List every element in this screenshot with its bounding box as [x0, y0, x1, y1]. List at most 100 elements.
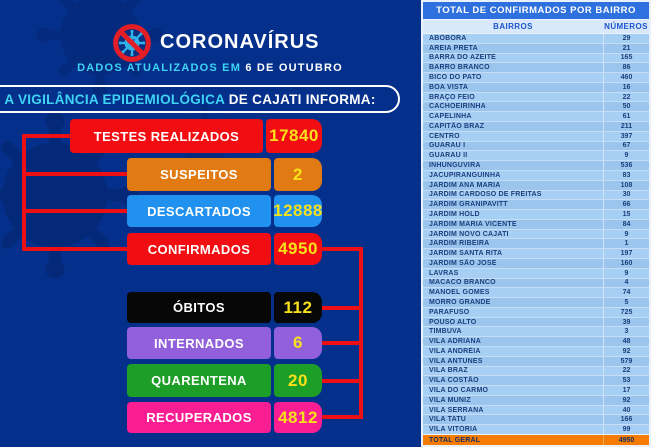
- bairro-count: 39: [603, 317, 649, 327]
- table-row: JARDIM RIBEIRA 1: [423, 238, 649, 249]
- coronavirus-no-entry-icon: [112, 23, 152, 63]
- banner-highlight: A VIGILÂNCIA EPIDEMIOLÓGICA: [4, 91, 225, 107]
- bairro-count: 40: [603, 405, 649, 415]
- stat-suspeitos: SUSPEITOS 2: [127, 158, 322, 191]
- bairro-count: 1: [603, 239, 649, 249]
- bairro-name: JARDIM CARDOSO DE FREITAS: [429, 191, 542, 199]
- bairro-name: VILA MUNIZ: [429, 396, 471, 404]
- table-body: ABÓBORA 29 AREIA PRETA 21 BARRA DO AZEIT…: [423, 34, 649, 435]
- bairro-count: 197: [603, 249, 649, 258]
- bairro-name: GUARAÚ II: [429, 152, 468, 160]
- stat-value: 17840: [266, 119, 322, 153]
- table-row: BRAÇO FEIO 22: [423, 91, 649, 102]
- bairro-name: VILA ANTUNES: [429, 357, 483, 365]
- bairro-count: 166: [603, 415, 649, 425]
- table-row: ABÓBORA 29: [423, 34, 649, 43]
- bairro-name: PARAFUSO: [429, 308, 470, 316]
- table-row: BICO DO PATO 460: [423, 72, 649, 82]
- bairro-count: 16: [603, 82, 649, 92]
- table-row: INHUNGUVIRA 536: [423, 160, 649, 170]
- bairro-count: 397: [603, 131, 649, 141]
- connector-line: [320, 306, 363, 310]
- table-row: VILA ANDRÉIA 92: [423, 346, 649, 356]
- stat-quarentena: QUARENTENA 20: [127, 364, 322, 397]
- bairro-count: 165: [603, 53, 649, 63]
- bairro-count: 67: [603, 141, 649, 151]
- bairro-count: 48: [603, 337, 649, 346]
- bairro-count: 17: [603, 386, 649, 395]
- bairro-name: VILA ANDRÉIA: [429, 347, 481, 355]
- bairro-name: VILA VITÓRIA: [429, 426, 478, 434]
- total-label: TOTAL GERAL: [429, 436, 481, 444]
- table-row: VILA TATU 166: [423, 414, 649, 425]
- stat-recuperados: RECUPERADOS 4812: [127, 402, 322, 433]
- stat-label: TESTES REALIZADOS: [70, 119, 263, 153]
- connector-line: [22, 134, 72, 138]
- bairro-name: JARDIM NOVO CAJATI: [429, 230, 509, 238]
- stat-label: INTERNADOS: [127, 327, 271, 359]
- table-row: POUSO ALTO 39: [423, 316, 649, 327]
- table-row: JARDIM SANTA RITA 197: [423, 248, 649, 258]
- bairro-name: VILA ADRIANA: [429, 338, 482, 346]
- bairro-name: BRAÇO FEIO: [429, 93, 475, 101]
- bairro-count: 579: [603, 356, 649, 366]
- vigilancia-banner: A VIGILÂNCIA EPIDEMIOLÓGICA DE CAJATI IN…: [0, 85, 400, 113]
- table-row: GUARAÚ II 9: [423, 150, 649, 161]
- bairro-count: 3: [603, 327, 649, 337]
- connector-line: [22, 172, 129, 176]
- bairro-count: 9: [603, 268, 649, 278]
- table-title: TOTAL DE CONFIRMADOS POR BAIRRO: [423, 2, 649, 20]
- table-row: TIMBUVA 3: [423, 326, 649, 337]
- connector-line: [320, 247, 363, 251]
- bairro-count: 15: [603, 210, 649, 219]
- table-row: CAPELINHA 61: [423, 111, 649, 122]
- bairro-name: LAVRAS: [429, 269, 459, 277]
- table-row: BOA VISTA 16: [423, 81, 649, 92]
- stat-value: 112: [274, 292, 322, 323]
- bairro-count: 9: [603, 229, 649, 239]
- page-title: CORONAVÍRUS: [160, 31, 320, 53]
- table-row: JARDIM HOLD 15: [423, 209, 649, 219]
- table-row: VILA ANTUNES 579: [423, 355, 649, 366]
- table-row: CAPITÃO BRAZ 211: [423, 121, 649, 131]
- total-value: 4950: [603, 435, 649, 445]
- connector-line: [320, 415, 363, 419]
- bairro-name: POUSO ALTO: [429, 318, 477, 326]
- table-row: JARDIM NOVO CAJATI 9: [423, 228, 649, 239]
- bairro-name: MACACO BRANCO: [429, 279, 496, 287]
- table-row: VILA VITÓRIA 99: [423, 424, 649, 435]
- bairro-name: BOA VISTA: [429, 83, 469, 91]
- bairros-table: TOTAL DE CONFIRMADOS POR BAIRRO BAIRROS …: [421, 0, 651, 447]
- bairro-count: 99: [603, 425, 649, 435]
- bairro-name: BARRO BRANCO: [429, 64, 490, 72]
- table-row: JARDIM ANA MARIA 108: [423, 179, 649, 190]
- bairro-name: VILA DO CARMO: [429, 387, 489, 395]
- bairro-name: JARDIM SANTA RITA: [429, 250, 503, 258]
- bairro-name: JARDIM GRANIPAVITT: [429, 201, 508, 209]
- bairro-count: 725: [603, 307, 649, 317]
- table-row: VILA COSTÃO 53: [423, 375, 649, 386]
- bairro-name: TIMBUVA: [429, 328, 462, 336]
- table-row: MANOEL GOMES 74: [423, 287, 649, 298]
- connector-line: [320, 341, 363, 345]
- bairro-count: 9: [603, 151, 649, 161]
- bairro-count: 460: [603, 73, 649, 82]
- connector-line: [22, 134, 26, 251]
- stat-label: QUARENTENA: [127, 364, 271, 397]
- column-header-bairros: BAIRROS: [493, 22, 533, 31]
- bairro-count: 83: [603, 170, 649, 180]
- bairro-name: JARDIM MARIA VICENTE: [429, 220, 517, 228]
- table-row: BARRO BRANCO 86: [423, 62, 649, 73]
- updated-date: 6 DE OUTUBRO: [245, 62, 343, 74]
- table-row: BARRA DO AZEITE 165: [423, 52, 649, 63]
- table-row: VILA DO CARMO 17: [423, 385, 649, 395]
- table-row: CACHOEIRINHA 50: [423, 101, 649, 112]
- connector-line: [22, 209, 129, 213]
- stat-value: 4812: [274, 402, 322, 433]
- bairro-count: 5: [603, 298, 649, 307]
- stat-testes-realizados: TESTES REALIZADOS 17840: [70, 119, 322, 153]
- bairro-name: BICO DO PATO: [429, 74, 482, 82]
- table-row: CENTRO 397: [423, 130, 649, 141]
- bairro-name: VILA TATU: [429, 416, 467, 424]
- column-header-numeros: NÚMEROS: [604, 22, 648, 31]
